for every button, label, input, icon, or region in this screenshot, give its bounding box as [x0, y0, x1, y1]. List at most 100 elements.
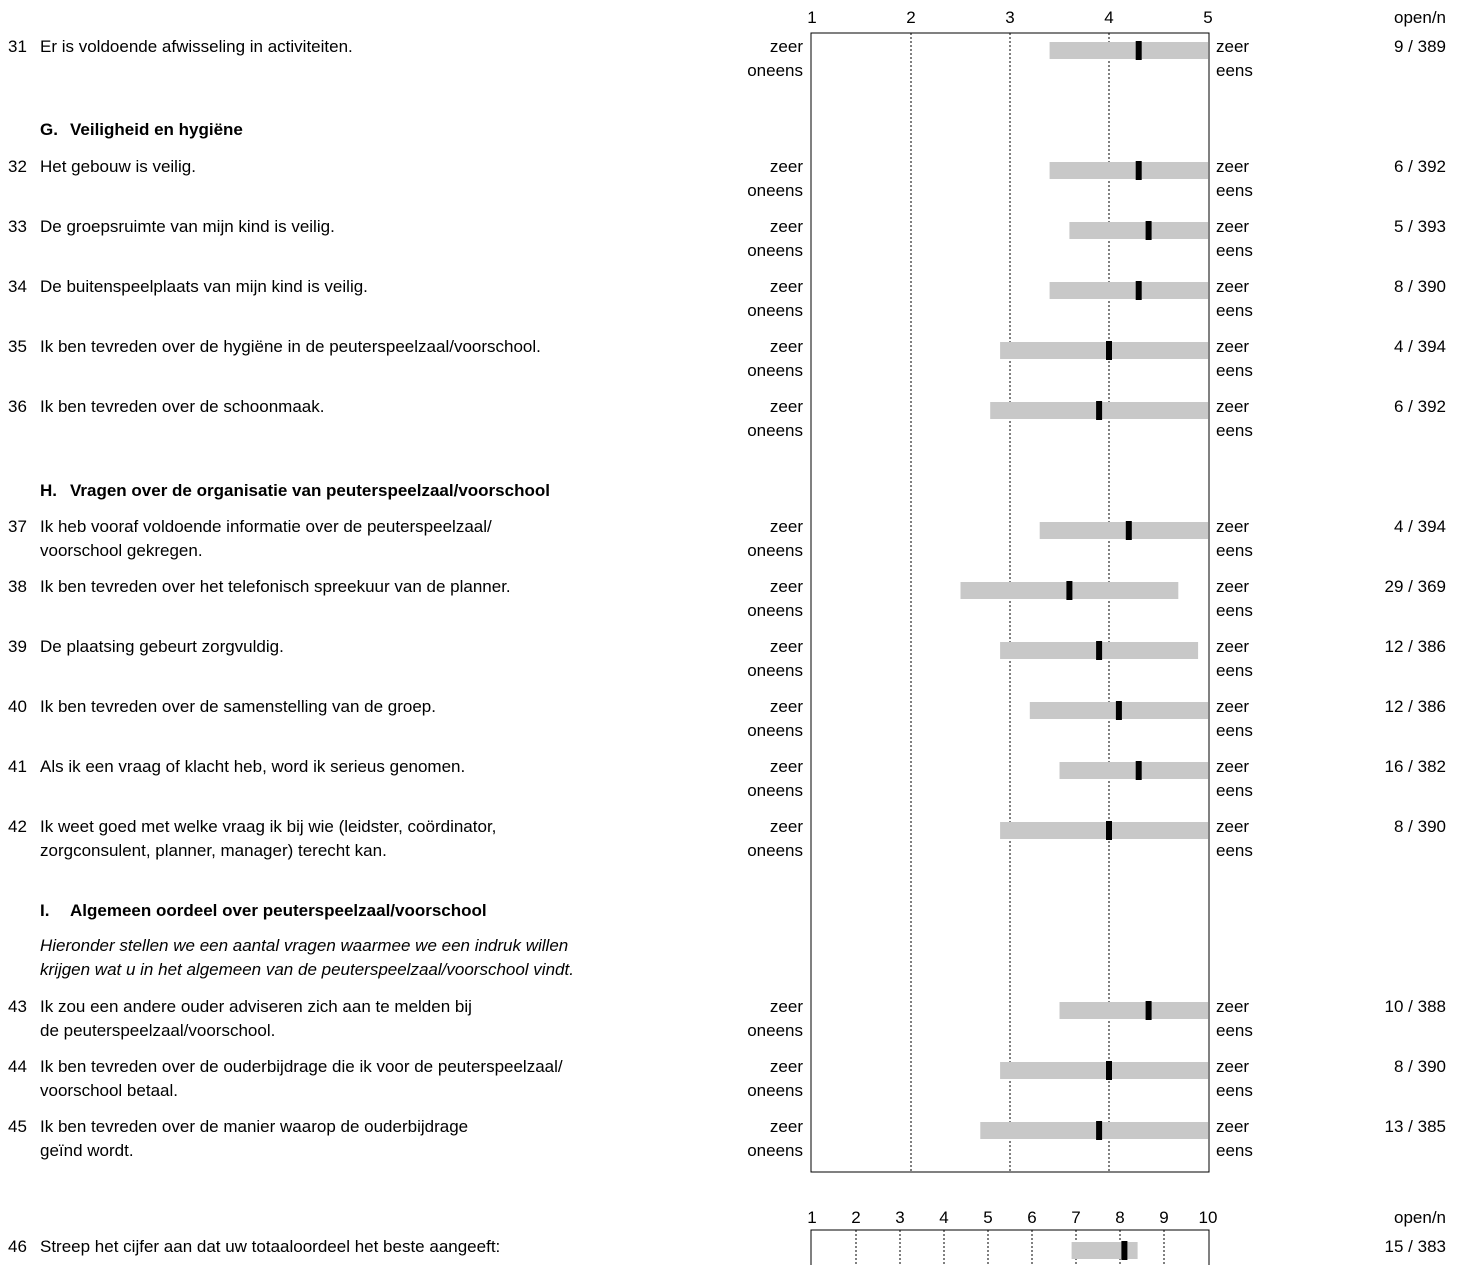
question-number: 44	[8, 1057, 27, 1076]
open-n-value: 6 / 392	[1394, 157, 1446, 176]
mean-marker	[1106, 341, 1112, 360]
section-intro-line-2: krijgen wat u in het algemeen van de peu…	[40, 960, 574, 979]
section-letter: H.	[40, 481, 57, 500]
question-number: 38	[8, 577, 27, 596]
section-title: Vragen over de organisatie van peuterspe…	[70, 481, 550, 500]
range-bar	[1059, 762, 1208, 779]
axis-tick-label: 5	[983, 1208, 993, 1227]
scale-label-left: zeer	[769, 397, 803, 416]
question-number: 41	[8, 757, 27, 776]
mean-marker	[1145, 221, 1152, 240]
scale-label-right: eens	[1216, 61, 1253, 80]
scale-label-left: oneens	[747, 721, 803, 740]
scale-label-right: eens	[1216, 841, 1253, 860]
question-text: Ik ben tevreden over de schoonmaak.	[40, 397, 325, 416]
range-bar	[1049, 42, 1208, 59]
scale-label-right: zeer	[1216, 397, 1250, 416]
scale-label-right: zeer	[1216, 217, 1250, 236]
open-n-value: 4 / 394	[1394, 517, 1446, 536]
open-n-value: 15 / 383	[1384, 1237, 1446, 1256]
question-number: 33	[8, 217, 27, 236]
mean-marker	[1106, 821, 1112, 840]
question-number: 45	[8, 1117, 27, 1136]
question-text: Ik weet goed met welke vraag ik bij wie …	[40, 817, 497, 836]
mean-marker	[1121, 1241, 1128, 1260]
open-n-value: 6 / 392	[1394, 397, 1446, 416]
scale-label-left: zeer	[769, 337, 803, 356]
scale-label-right: zeer	[1216, 637, 1250, 656]
scale-label-left: zeer	[769, 157, 803, 176]
axis-tick-label: 4	[1104, 8, 1114, 27]
section-title: Veiligheid en hygiëne	[70, 120, 243, 139]
range-bar	[1000, 1062, 1208, 1079]
scale-label-left: zeer	[769, 697, 803, 716]
question-number: 42	[8, 817, 27, 836]
scale-label-left: zeer	[769, 997, 803, 1016]
range-bar	[1059, 1002, 1208, 1019]
scale-label-right: zeer	[1216, 817, 1250, 836]
axis-tick-label: 1	[807, 1208, 817, 1227]
axis-tick-label: 8	[1115, 1208, 1125, 1227]
question-number: 32	[8, 157, 27, 176]
scale-label-right: eens	[1216, 541, 1253, 560]
open-n-value: 5 / 393	[1394, 217, 1446, 236]
question-text: Ik ben tevreden over de manier waarop de…	[40, 1117, 469, 1136]
scale-label-right: eens	[1216, 601, 1253, 620]
question-text-continued: de peuterspeelzaal/voorschool.	[40, 1021, 276, 1040]
axis-tick-label: 7	[1071, 1208, 1081, 1227]
question-number: 39	[8, 637, 27, 656]
scale-label-right: eens	[1216, 1081, 1253, 1100]
open-n-header-grade: open/n	[1394, 1208, 1446, 1227]
section-heading-g: G. Veiligheid en hygiëne	[40, 118, 243, 142]
question-text: Ik ben tevreden over het telefonisch spr…	[40, 577, 511, 596]
section-heading-i: I. Algemeen oordeel over peuterspeelzaal/…	[40, 899, 487, 923]
question-text: De buitenspeelplaats van mijn kind is ve…	[40, 277, 368, 296]
axis-tick-label: 2	[906, 8, 916, 27]
scale-label-right: zeer	[1216, 37, 1250, 56]
scale-label-right: eens	[1216, 661, 1253, 680]
open-n-value: 8 / 390	[1394, 277, 1446, 296]
section-heading-h: H. Vragen over de organisatie van peuters…	[40, 479, 550, 503]
question-text-continued: voorschool gekregen.	[40, 541, 203, 560]
scale-label-right: zeer	[1216, 697, 1250, 716]
question-number: 31	[8, 37, 27, 56]
open-n-value: 9 / 389	[1394, 37, 1446, 56]
open-n-value: 8 / 390	[1394, 817, 1446, 836]
scale-label-left: zeer	[769, 517, 803, 536]
scale-label-left: oneens	[747, 601, 803, 620]
mean-marker	[1096, 1121, 1103, 1140]
mean-marker	[1145, 1001, 1152, 1020]
question-text-continued: zorgconsulent, planner, manager) terecht…	[40, 841, 387, 860]
range-bar	[1071, 1242, 1138, 1259]
scale-label-right: eens	[1216, 1141, 1253, 1160]
open-n-value: 29 / 369	[1384, 577, 1446, 596]
mean-marker	[1106, 1061, 1112, 1080]
range-bar	[1049, 162, 1208, 179]
scale-label-right: zeer	[1216, 757, 1250, 776]
scale-label-left: zeer	[769, 277, 803, 296]
scale-label-left: zeer	[769, 1117, 803, 1136]
question-text: Het gebouw is veilig.	[40, 157, 196, 176]
scale-label-right: eens	[1216, 181, 1253, 200]
scale-label-left: zeer	[769, 1057, 803, 1076]
scale-label-right: zeer	[1216, 1057, 1250, 1076]
mean-marker	[1135, 761, 1142, 780]
open-n-value: 8 / 390	[1394, 1057, 1446, 1076]
scale-label-left: oneens	[747, 781, 803, 800]
mean-marker	[1135, 281, 1142, 300]
range-bar	[980, 1122, 1208, 1139]
scale-label-left: oneens	[747, 1081, 803, 1100]
scale-label-left: oneens	[747, 361, 803, 380]
section-intro-line-1: Hieronder stellen we een aantal vragen w…	[40, 936, 569, 955]
scale-label-right: eens	[1216, 781, 1253, 800]
scale-label-left: zeer	[769, 817, 803, 836]
scale-label-left: oneens	[747, 1021, 803, 1040]
axis-tick-label: 3	[1005, 8, 1015, 27]
range-bar	[1000, 342, 1208, 359]
scale-label-left: oneens	[747, 61, 803, 80]
mean-marker	[1135, 161, 1142, 180]
scale-label-right: zeer	[1216, 277, 1250, 296]
section-letter: G.	[40, 120, 58, 139]
scale-label-left: oneens	[747, 301, 803, 320]
scale-label-left: zeer	[769, 757, 803, 776]
